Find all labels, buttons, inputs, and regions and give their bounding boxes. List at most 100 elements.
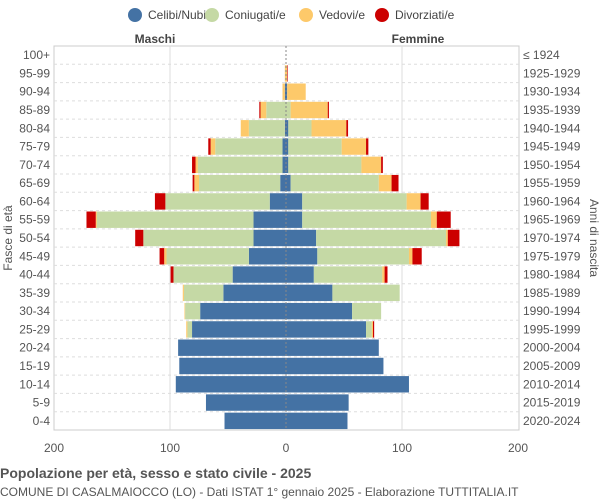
bar-male-20-24	[178, 339, 286, 356]
birth-year-label: 1995-1999	[523, 322, 581, 336]
birth-year-label: 2015-2019	[523, 396, 581, 410]
age-label: 45-49	[19, 249, 50, 263]
bar-female-35-39	[286, 284, 333, 302]
birth-year-label: 1930-1934	[523, 85, 581, 99]
axis-labels: 100+ ≤ 1924 95-99 1925-1929 90-94 1930-1934 85…	[19, 48, 580, 455]
age-label: 85-89	[19, 103, 50, 117]
age-label: 0-4	[33, 414, 51, 428]
legend-label: Celibi/Nubili	[148, 8, 211, 22]
bar-male-45-49	[166, 248, 249, 265]
bar-female-45-49	[412, 248, 422, 265]
bar-female-85-89	[290, 101, 328, 119]
bar-male-70-74	[192, 156, 196, 174]
y-axis-label-left: Fasce di età	[1, 205, 15, 271]
birth-year-label: 1975-1979	[523, 249, 581, 263]
bar-male-80-84	[248, 120, 285, 137]
bar-male-10-14	[175, 376, 286, 393]
bar-male-30-34	[185, 302, 201, 320]
birth-year-label: 1970-1974	[523, 231, 581, 245]
bar-female-50-54	[286, 229, 317, 247]
bar-female-30-34	[286, 302, 353, 320]
bar-female-75-79	[341, 138, 367, 155]
age-label: 30-34	[19, 304, 50, 318]
bar-male-15-19	[179, 357, 286, 375]
age-label: 75-79	[19, 140, 50, 154]
bar-female-55-59	[302, 211, 431, 228]
bar-male-45-49	[159, 248, 165, 265]
bar-male-25-29	[187, 321, 193, 338]
bar-female-20-24	[286, 339, 379, 356]
birth-year-label: 2020-2024	[523, 414, 581, 428]
age-label: 5-9	[33, 396, 51, 410]
bar-male-5-9	[205, 394, 286, 411]
bar-female-65-69	[290, 174, 379, 192]
bar-male-0-4	[224, 412, 286, 430]
bar-female-45-49	[317, 248, 409, 265]
bar-female-60-64	[286, 193, 303, 210]
bars	[86, 46, 460, 430]
bar-female-45-49	[408, 248, 413, 265]
age-label: 10-14	[19, 377, 50, 391]
birth-year-label: 1935-1939	[523, 103, 581, 117]
bar-female-60-64	[420, 193, 429, 210]
bar-male-60-64	[269, 193, 286, 210]
legend-label: Coniugati/e	[225, 8, 286, 22]
legend-label: Vedovi/e	[319, 8, 365, 22]
legend-label: Divorziati/e	[395, 8, 455, 22]
bar-male-65-69	[192, 174, 195, 192]
bar-male-50-54	[135, 229, 144, 247]
birth-year-label: 1950-1954	[523, 158, 581, 172]
bar-female-55-59	[436, 211, 451, 228]
age-label: 50-54	[19, 231, 50, 245]
bar-female-55-59	[286, 211, 303, 228]
bar-female-70-74	[286, 156, 289, 174]
bar-female-45-49	[286, 248, 318, 265]
birth-year-label: 1955-1959	[523, 176, 581, 190]
legend-marker	[375, 8, 389, 22]
bar-male-80-84	[284, 120, 286, 137]
age-label: 60-64	[19, 194, 50, 208]
age-label: 55-59	[19, 213, 50, 227]
bar-male-75-79	[282, 138, 286, 155]
birth-year-label: 1990-1994	[523, 304, 581, 318]
age-label: 65-69	[19, 176, 50, 190]
bar-male-60-64	[165, 193, 270, 210]
bar-female-80-84	[288, 120, 312, 137]
bar-male-85-89	[259, 101, 261, 119]
bar-male-95-99	[284, 65, 286, 82]
bar-female-40-44	[384, 266, 388, 283]
bar-female-85-89	[286, 101, 291, 119]
bar-female-90-94	[287, 83, 306, 100]
bar-male-25-29	[192, 321, 286, 338]
age-label: 95-99	[19, 66, 50, 80]
bar-male-85-89	[260, 101, 267, 119]
bar-male-35-39	[183, 284, 224, 302]
bar-male-65-69	[194, 174, 199, 192]
bar-male-55-59	[96, 211, 254, 228]
bar-male-50-54	[253, 229, 286, 247]
legend-marker	[128, 8, 142, 22]
bar-male-55-59	[86, 211, 96, 228]
bar-male-35-39	[223, 284, 286, 302]
x-tick-label: 100	[160, 441, 180, 455]
bar-male-85-89	[266, 101, 286, 119]
males-header: Maschi	[135, 32, 176, 46]
birth-year-label: 1945-1949	[523, 140, 581, 154]
birth-year-label: 2005-2009	[523, 359, 581, 373]
birth-year-label: 2000-2004	[523, 341, 581, 355]
birth-year-label: 1925-1929	[523, 66, 581, 80]
bar-male-30-34	[184, 302, 186, 320]
bar-female-25-29	[366, 321, 372, 338]
bar-male-40-44	[170, 266, 174, 283]
bar-male-55-59	[95, 211, 97, 228]
bar-male-25-29	[186, 321, 188, 338]
birth-year-label: 1940-1944	[523, 121, 581, 135]
bar-male-55-59	[253, 211, 286, 228]
chart-subtitle: COMUNE DI CASALMAIOCCO (LO) - Dati ISTAT…	[0, 485, 519, 499]
bar-male-75-79	[208, 138, 211, 155]
bar-male-65-69	[199, 174, 281, 192]
bar-female-75-79	[366, 138, 369, 155]
bar-female-40-44	[286, 266, 314, 283]
bar-female-90-94	[286, 83, 288, 100]
